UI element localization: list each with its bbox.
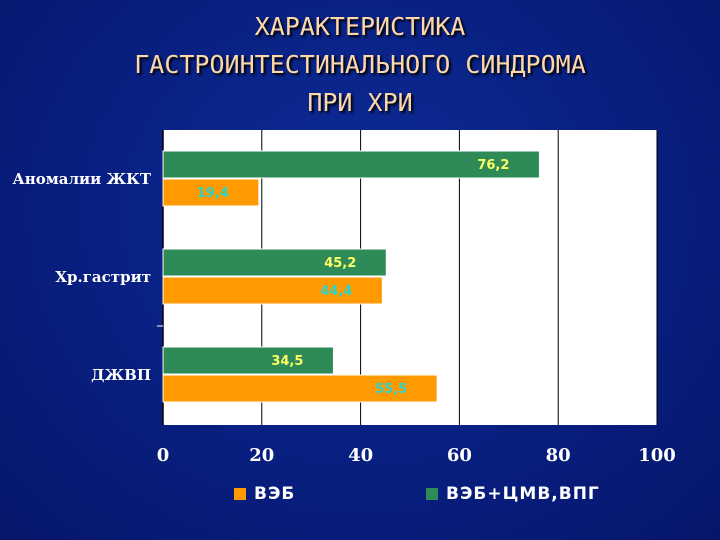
title-line-1: ХАРАКТЕРИСТИКА [254,12,466,41]
legend-swatch-veb-cmv-vpg [426,488,438,500]
category-label: ДЖВП [91,366,151,384]
bar [162,276,383,305]
bar [162,248,387,277]
legend-label-veb: ВЭБ [254,484,296,504]
legend-item-veb-cmv-vpg: ВЭБ+ЦМВ,ВПГ [426,484,600,504]
x-tick-label: 20 [249,445,274,466]
bar [162,150,540,179]
data-label: 19,4 [197,186,229,201]
data-label: 45,2 [324,256,356,271]
bar [162,178,260,207]
category-label: Хр.гастрит [55,268,151,286]
x-tick-label: 80 [546,445,571,466]
category-label: Аномалии ЖКТ [13,170,152,188]
legend-label-veb-cmv-vpg: ВЭБ+ЦМВ,ВПГ [446,484,600,504]
bar [162,346,334,375]
legend-swatch-veb [234,488,246,500]
data-label: 34,5 [271,354,303,369]
x-tick-label: 60 [447,445,472,466]
chart-legend: ВЭБ ВЭБ+ЦМВ,ВПГ [0,484,720,508]
data-label: 76,2 [477,158,509,173]
legend-item-veb: ВЭБ [234,484,295,504]
x-tick-label: 100 [638,445,676,466]
x-tick-label: 0 [157,445,170,466]
title-line-3: ПРИ ХРИ [307,88,413,117]
slide-title: ХАРАКТЕРИСТИКА ГАСТРОИНТЕСТИНАЛЬНОГО СИН… [0,8,720,122]
x-tick-label: 40 [348,445,373,466]
bar [162,374,438,403]
data-label: 55,5 [375,382,407,397]
title-line-2: ГАСТРОИНТЕСТИНАЛЬНОГО СИНДРОМА [134,50,586,79]
data-label: 44,4 [320,284,352,299]
